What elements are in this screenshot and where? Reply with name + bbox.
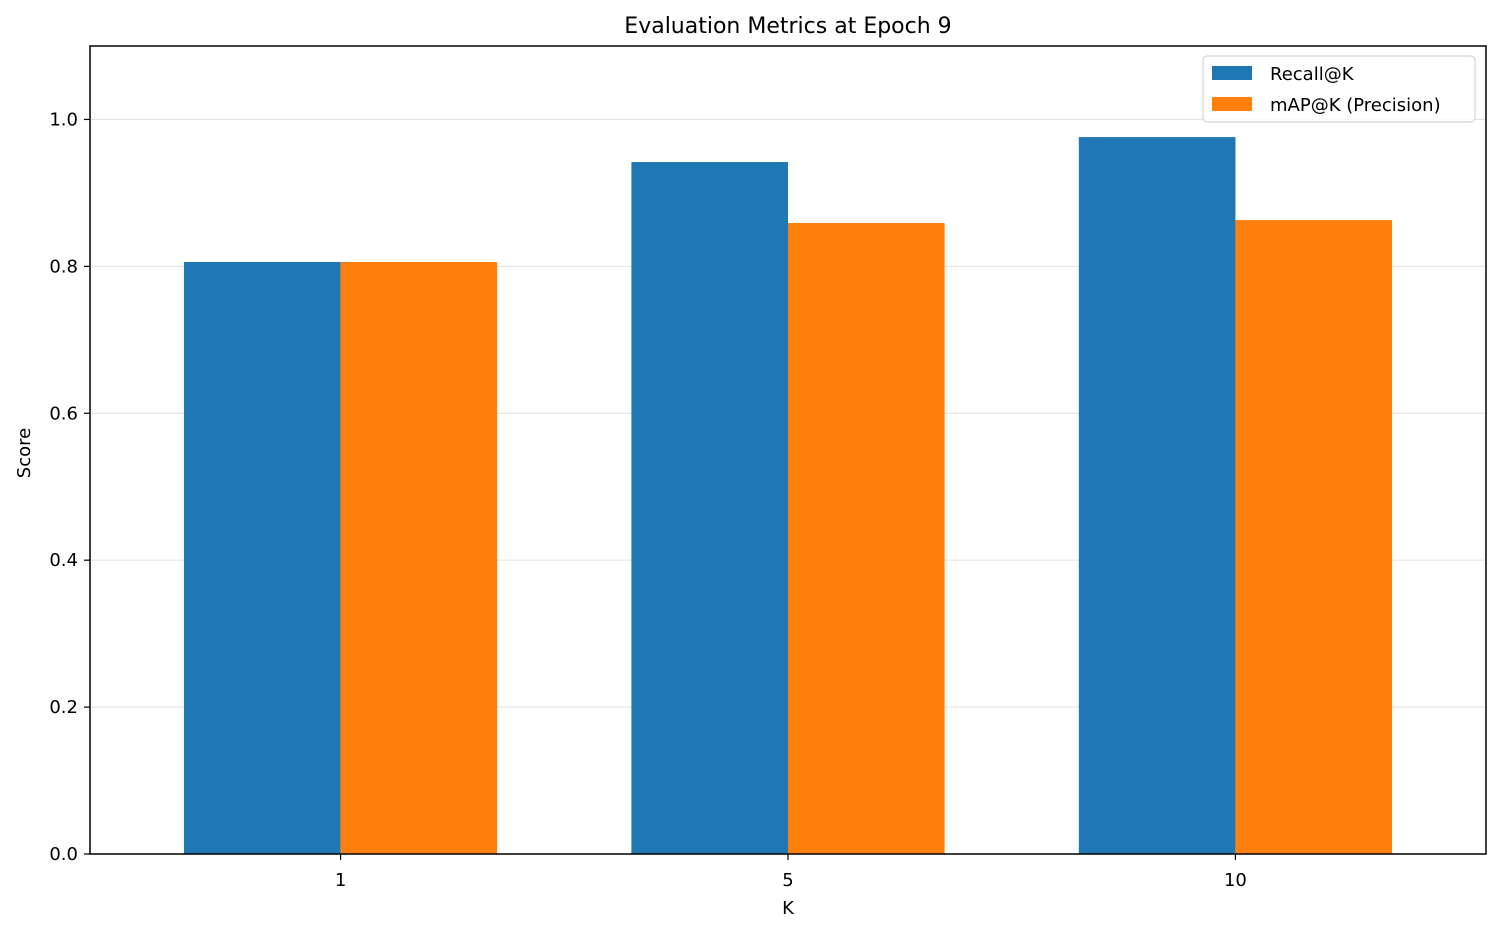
y-tick-label: 0.0 xyxy=(49,844,78,865)
x-axis: 1 5 10 xyxy=(335,854,1247,891)
y-tick-label: 0.4 xyxy=(49,550,78,571)
x-tick-label: 5 xyxy=(782,870,793,891)
y-tick-label: 0.2 xyxy=(49,697,78,718)
x-axis-title: K xyxy=(782,898,795,919)
legend-swatch-map xyxy=(1212,97,1252,111)
chart-title: Evaluation Metrics at Epoch 9 xyxy=(624,14,951,39)
x-tick-label: 10 xyxy=(1224,870,1247,891)
legend: Recall@K mAP@K (Precision) xyxy=(1202,55,1476,123)
bar-map-k5 xyxy=(788,223,945,854)
bar-recall-k10 xyxy=(1078,137,1236,855)
legend-frame xyxy=(1202,55,1476,123)
legend-label-recall: Recall@K xyxy=(1270,64,1355,85)
y-axis: 0.0 0.2 0.4 0.6 0.8 1.0 xyxy=(49,109,90,865)
y-tick-label: 0.6 xyxy=(49,403,78,424)
x-tick-label: 1 xyxy=(335,870,346,891)
bar-map-k1 xyxy=(340,261,498,854)
y-axis-title: Score xyxy=(14,428,35,478)
legend-swatch-recall xyxy=(1212,66,1252,80)
bar-recall-k1 xyxy=(183,261,341,854)
y-tick-label: 0.8 xyxy=(49,256,78,277)
y-tick-label: 1.0 xyxy=(49,109,78,130)
bars xyxy=(183,137,1393,855)
bar-recall-k5 xyxy=(631,162,788,855)
bar-map-k10 xyxy=(1235,220,1393,854)
legend-label-map: mAP@K (Precision) xyxy=(1270,95,1441,116)
